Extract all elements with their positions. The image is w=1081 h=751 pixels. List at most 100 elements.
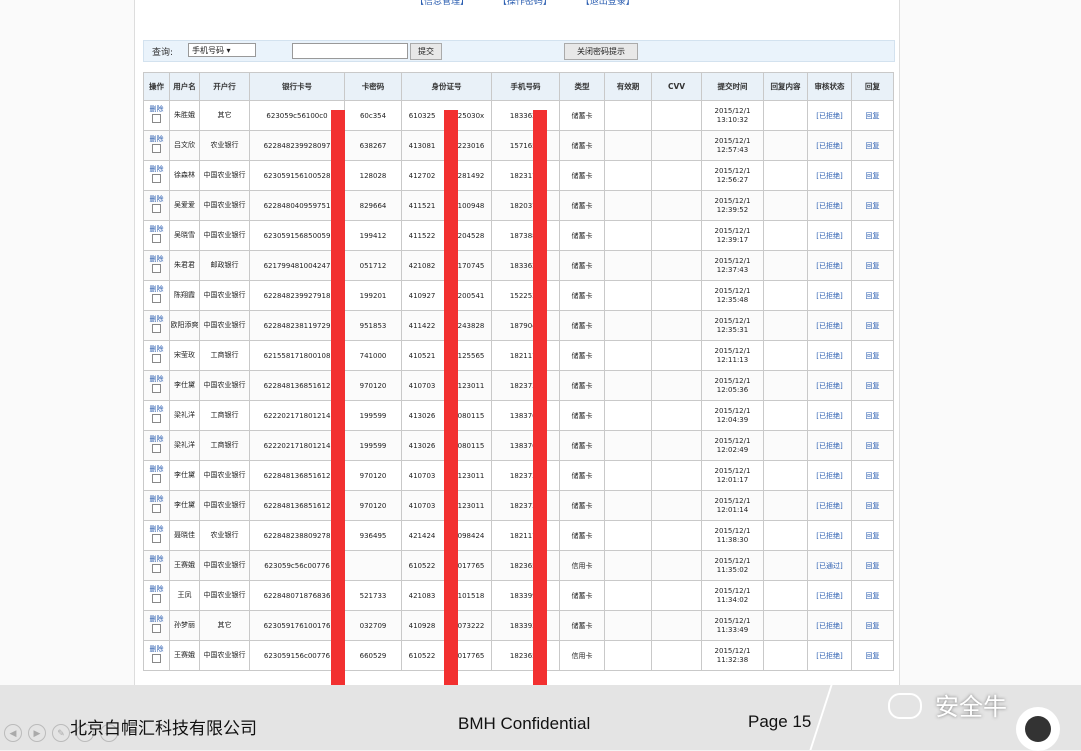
cell-status[interactable]: [已拒绝] [807, 310, 852, 341]
delete-link[interactable]: 删除 [149, 585, 164, 593]
search-field-select[interactable]: 手机号码 ▾ [188, 43, 256, 57]
col-header: 银行卡号 [249, 72, 345, 101]
delete-link[interactable]: 删除 [149, 105, 164, 113]
link-logout[interactable]: 【退出登录】 [580, 0, 635, 7]
cell-reply-link[interactable]: 回复 [851, 370, 894, 401]
cell-status[interactable]: [已拒绝] [807, 250, 852, 281]
delete-link[interactable]: 删除 [149, 255, 164, 263]
row-checkbox[interactable] [152, 144, 161, 153]
row-checkbox[interactable] [152, 354, 161, 363]
cell-reply-link[interactable]: 回复 [851, 130, 894, 161]
cell-type: 储蓄卡 [559, 220, 605, 251]
cell-reply-link[interactable]: 回复 [851, 310, 894, 341]
cell-reply-link[interactable]: 回复 [851, 250, 894, 281]
cell-cvv [651, 460, 702, 491]
link-password[interactable]: 【操作密码】 [497, 0, 552, 7]
row-checkbox[interactable] [152, 234, 161, 243]
search-input[interactable] [292, 43, 408, 59]
cell-status[interactable]: [已拒绝] [807, 520, 852, 551]
delete-link[interactable]: 删除 [149, 405, 164, 413]
cell-reply-link[interactable]: 回复 [851, 190, 894, 221]
row-checkbox[interactable] [152, 174, 161, 183]
cell-status[interactable]: [已拒绝] [807, 580, 852, 611]
row-checkbox[interactable] [152, 564, 161, 573]
delete-link[interactable]: 删除 [149, 435, 164, 443]
delete-link[interactable]: 删除 [149, 495, 164, 503]
delete-link[interactable]: 删除 [149, 165, 164, 173]
cell-status[interactable]: [已拒绝] [807, 340, 852, 371]
cell-status[interactable]: [已拒绝] [807, 430, 852, 461]
cell-reply-link[interactable]: 回复 [851, 100, 894, 131]
row-checkbox[interactable] [152, 414, 161, 423]
row-checkbox[interactable] [152, 444, 161, 453]
cell-reply-link[interactable]: 回复 [851, 580, 894, 611]
delete-link[interactable]: 删除 [149, 195, 164, 203]
delete-link[interactable]: 删除 [149, 555, 164, 563]
cell-status[interactable]: [已拒绝] [807, 460, 852, 491]
row-checkbox[interactable] [152, 474, 161, 483]
cell-status[interactable]: [已拒绝] [807, 490, 852, 521]
cell-status[interactable]: [已拒绝] [807, 190, 852, 221]
cell-reply-link[interactable]: 回复 [851, 520, 894, 551]
cell-reply-link[interactable]: 回复 [851, 400, 894, 431]
col-header: 手机号码 [491, 72, 560, 101]
row-checkbox[interactable] [152, 324, 161, 333]
cell-status[interactable]: [已通过] [807, 550, 852, 581]
delete-link[interactable]: 删除 [149, 135, 164, 143]
delete-link[interactable]: 删除 [149, 375, 164, 383]
row-checkbox[interactable] [152, 384, 161, 393]
row-checkbox[interactable] [152, 534, 161, 543]
cell-status[interactable]: [已拒绝] [807, 280, 852, 311]
delete-link[interactable]: 删除 [149, 315, 164, 323]
row-checkbox[interactable] [152, 504, 161, 513]
cell-status[interactable]: [已拒绝] [807, 160, 852, 191]
cell-reply-link[interactable]: 回复 [851, 430, 894, 461]
cell-reply-link[interactable]: 回复 [851, 460, 894, 491]
cell-bank: 其它 [199, 100, 250, 131]
row-checkbox[interactable] [152, 204, 161, 213]
delete-link[interactable]: 删除 [149, 525, 164, 533]
cell-reply-link[interactable]: 回复 [851, 340, 894, 371]
cell-reply-link[interactable]: 回复 [851, 160, 894, 191]
row-checkbox[interactable] [152, 654, 161, 663]
cell-status[interactable]: [已拒绝] [807, 400, 852, 431]
cell-reply-link[interactable]: 回复 [851, 640, 894, 671]
cell-reply-link[interactable]: 回复 [851, 550, 894, 581]
cell-status[interactable]: [已拒绝] [807, 610, 852, 641]
col-header: 类型 [559, 72, 605, 101]
cell-status[interactable]: [已拒绝] [807, 100, 852, 131]
prev-icon[interactable]: ◀ [4, 724, 22, 742]
op-cell: 删除 [143, 430, 170, 461]
delete-link[interactable]: 删除 [149, 465, 164, 473]
cell-status[interactable]: [已拒绝] [807, 130, 852, 161]
cell-reply-link[interactable]: 回复 [851, 220, 894, 251]
zoom-icon[interactable]: ⌕ [76, 724, 94, 742]
row-checkbox[interactable] [152, 294, 161, 303]
submit-button[interactable]: 提交 [410, 43, 442, 60]
cell-cvv [651, 430, 702, 461]
cell-status[interactable]: [已拒绝] [807, 370, 852, 401]
delete-link[interactable]: 删除 [149, 645, 164, 653]
menu-icon[interactable]: ⋯ [100, 724, 118, 742]
play-icon[interactable]: ▶ [28, 724, 46, 742]
cell-status[interactable]: [已拒绝] [807, 640, 852, 671]
cell-bank: 中国农业银行 [199, 190, 250, 221]
row-checkbox[interactable] [152, 624, 161, 633]
table-row: 删除 梁礼洋 工商银行 622202171801214 199599 413026 100… [143, 430, 894, 461]
link-info-manage[interactable]: 【信息管理】 [415, 0, 470, 7]
cell-status[interactable]: [已拒绝] [807, 220, 852, 251]
row-checkbox[interactable] [152, 264, 161, 273]
delete-link[interactable]: 删除 [149, 285, 164, 293]
delete-link[interactable]: 删除 [149, 225, 164, 233]
cell-type: 储蓄卡 [559, 100, 605, 131]
toggle-password-button[interactable]: 关闭密码提示 [564, 43, 638, 60]
op-cell: 删除 [143, 310, 170, 341]
delete-link[interactable]: 删除 [149, 615, 164, 623]
pen-icon[interactable]: ✎ [52, 724, 70, 742]
row-checkbox[interactable] [152, 114, 161, 123]
cell-reply-link[interactable]: 回复 [851, 610, 894, 641]
delete-link[interactable]: 删除 [149, 345, 164, 353]
row-checkbox[interactable] [152, 594, 161, 603]
cell-reply-link[interactable]: 回复 [851, 490, 894, 521]
cell-reply-link[interactable]: 回复 [851, 280, 894, 311]
